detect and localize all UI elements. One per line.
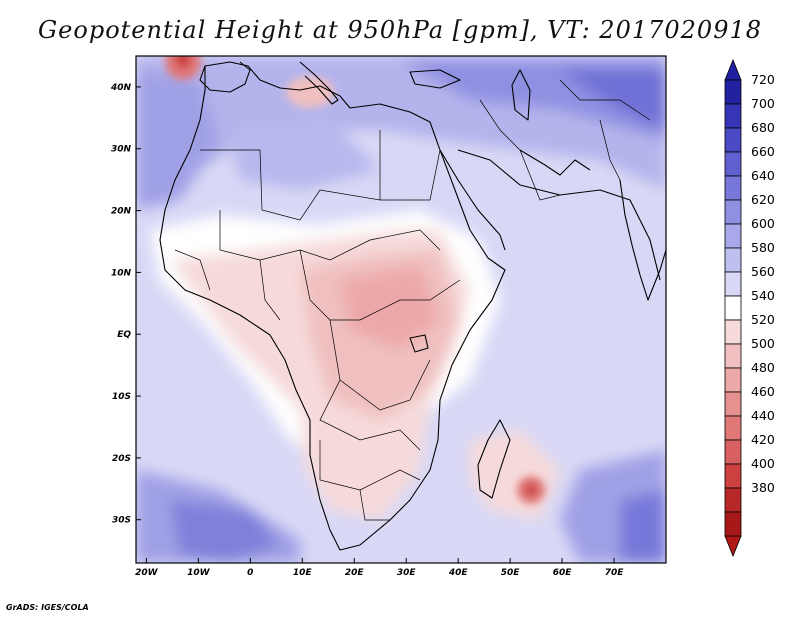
x-tick-label: 50E [501, 568, 521, 578]
colorbar-level-label: 580 [751, 240, 775, 255]
colorbar-level-label: 540 [751, 288, 775, 303]
x-tick-label: 60E [553, 568, 573, 578]
x-tick-label: 10E [293, 568, 313, 578]
border-line [359, 489, 390, 521]
field-atlantic-north [136, 70, 220, 210]
colorbar-level-label: 560 [751, 264, 775, 279]
lake-victoria [409, 334, 429, 353]
colorbar-level-label: 640 [751, 168, 775, 183]
colorbar-swatch [724, 511, 742, 537]
y-tick-label: 10N [111, 268, 132, 278]
colorbar-swatch [724, 415, 742, 441]
coastlines [159, 61, 666, 551]
colorbar-swatch [724, 127, 742, 153]
colorbar-swatch [724, 295, 742, 321]
colorbar-swatch [724, 439, 742, 465]
x-tick-label: 20W [135, 568, 159, 578]
colorbar-level-label: 480 [751, 360, 775, 375]
y-tick-label: 30S [112, 516, 131, 526]
border-line [299, 249, 461, 321]
iberia-coastline [199, 61, 251, 93]
colorbar-swatch [724, 463, 742, 489]
colorbar-swatch [724, 223, 742, 249]
field-mediterranean-low [286, 76, 334, 108]
colorbar-swatch [724, 199, 742, 225]
colorbar-swatch [724, 151, 742, 177]
colorbar-top-arrow [724, 58, 742, 81]
colorbar-swatch [724, 247, 742, 273]
black-sea [409, 69, 461, 89]
border-line [380, 149, 441, 201]
y-tick-label: EQ [117, 330, 131, 340]
x-tick-label: 30E [397, 568, 417, 578]
y-tick-label: 30N [111, 145, 132, 155]
y-tick-label: 20N [111, 207, 132, 217]
field-north-atlantic-low-core [175, 56, 191, 68]
field-south-atlantic-core [170, 500, 280, 563]
colorbar-swatch [724, 391, 742, 417]
colorbar-level-label: 680 [751, 120, 775, 135]
colorbar-level-label: 500 [751, 336, 775, 351]
x-tick-label: 70E [605, 568, 625, 578]
border-line [479, 99, 521, 151]
border-line [599, 119, 621, 181]
africa-coastline [159, 61, 506, 551]
india-coastline [619, 179, 666, 301]
grads-credit: GrADS: IGES/COLA [6, 603, 89, 612]
colorbar: 720 700 680 660 640 620 600 580 560 540 520 500 480 4… [724, 58, 775, 558]
border-line [519, 149, 561, 201]
colorbar-level-label: 440 [751, 408, 775, 423]
colorbar-swatch [724, 79, 742, 105]
colorbar-level-label: 400 [751, 456, 775, 471]
colorbar-swatch [724, 367, 742, 393]
x-tick-label: 40E [448, 568, 469, 578]
colorbar-level-label: 420 [751, 432, 775, 447]
colorbar-swatch [724, 487, 742, 513]
colorbar-level-label: 460 [751, 384, 775, 399]
border-line [559, 79, 651, 121]
colorbar-level-label: 380 [751, 480, 775, 495]
colorbar-swatch [724, 319, 742, 345]
persian-gulf-coast [519, 149, 591, 176]
x-tick-label: 0 [247, 568, 253, 578]
colorbar-level-label: 720 [751, 72, 775, 87]
border-line [174, 249, 211, 291]
colorbar-level-label: 620 [751, 192, 775, 207]
colorbar-swatch [724, 271, 742, 297]
colorbar-bottom-arrow [724, 535, 742, 558]
border-line [219, 210, 441, 261]
colorbar-level-label: 700 [751, 96, 775, 111]
map-title: Geopotential Height at 950hPa [gpm], VT:… [38, 16, 762, 44]
x-tick-label: 10W [187, 568, 211, 578]
madagascar-coastline [477, 419, 511, 499]
field-core-low [340, 265, 440, 350]
colorbar-level-label: 660 [751, 144, 775, 159]
field-sahara [230, 120, 380, 190]
y-tick-label: 20S [112, 454, 131, 464]
colorbar-swatch [724, 343, 742, 369]
colorbar-level-label: 520 [751, 312, 775, 327]
plot-frame [135, 55, 667, 564]
arabia-coastline [457, 149, 661, 281]
red-sea-coast [439, 149, 506, 251]
x-tick-label: 20E [345, 568, 365, 578]
field-indian-ocean-core [620, 490, 666, 563]
field-reunion-low-core [525, 484, 537, 496]
italy-coastline [299, 61, 339, 105]
country-borders [174, 79, 651, 521]
border-line [319, 379, 421, 451]
x-axis: 20W 10W 0 10E 20E 30E 40E 50E 60E 70E [135, 558, 624, 578]
colorbar-swatch [724, 103, 742, 129]
y-tick-label: 40N [110, 83, 132, 93]
colorbar-level-label: 600 [751, 216, 775, 231]
colorbar-swatch [724, 175, 742, 201]
y-axis: 40N 30N 20N 10N EQ 10S 20S 30S [110, 83, 141, 526]
geopotential-field [136, 56, 666, 563]
y-tick-label: 10S [112, 392, 131, 402]
caspian-sea [511, 69, 531, 121]
border-line [259, 259, 281, 321]
border-line [329, 319, 431, 411]
